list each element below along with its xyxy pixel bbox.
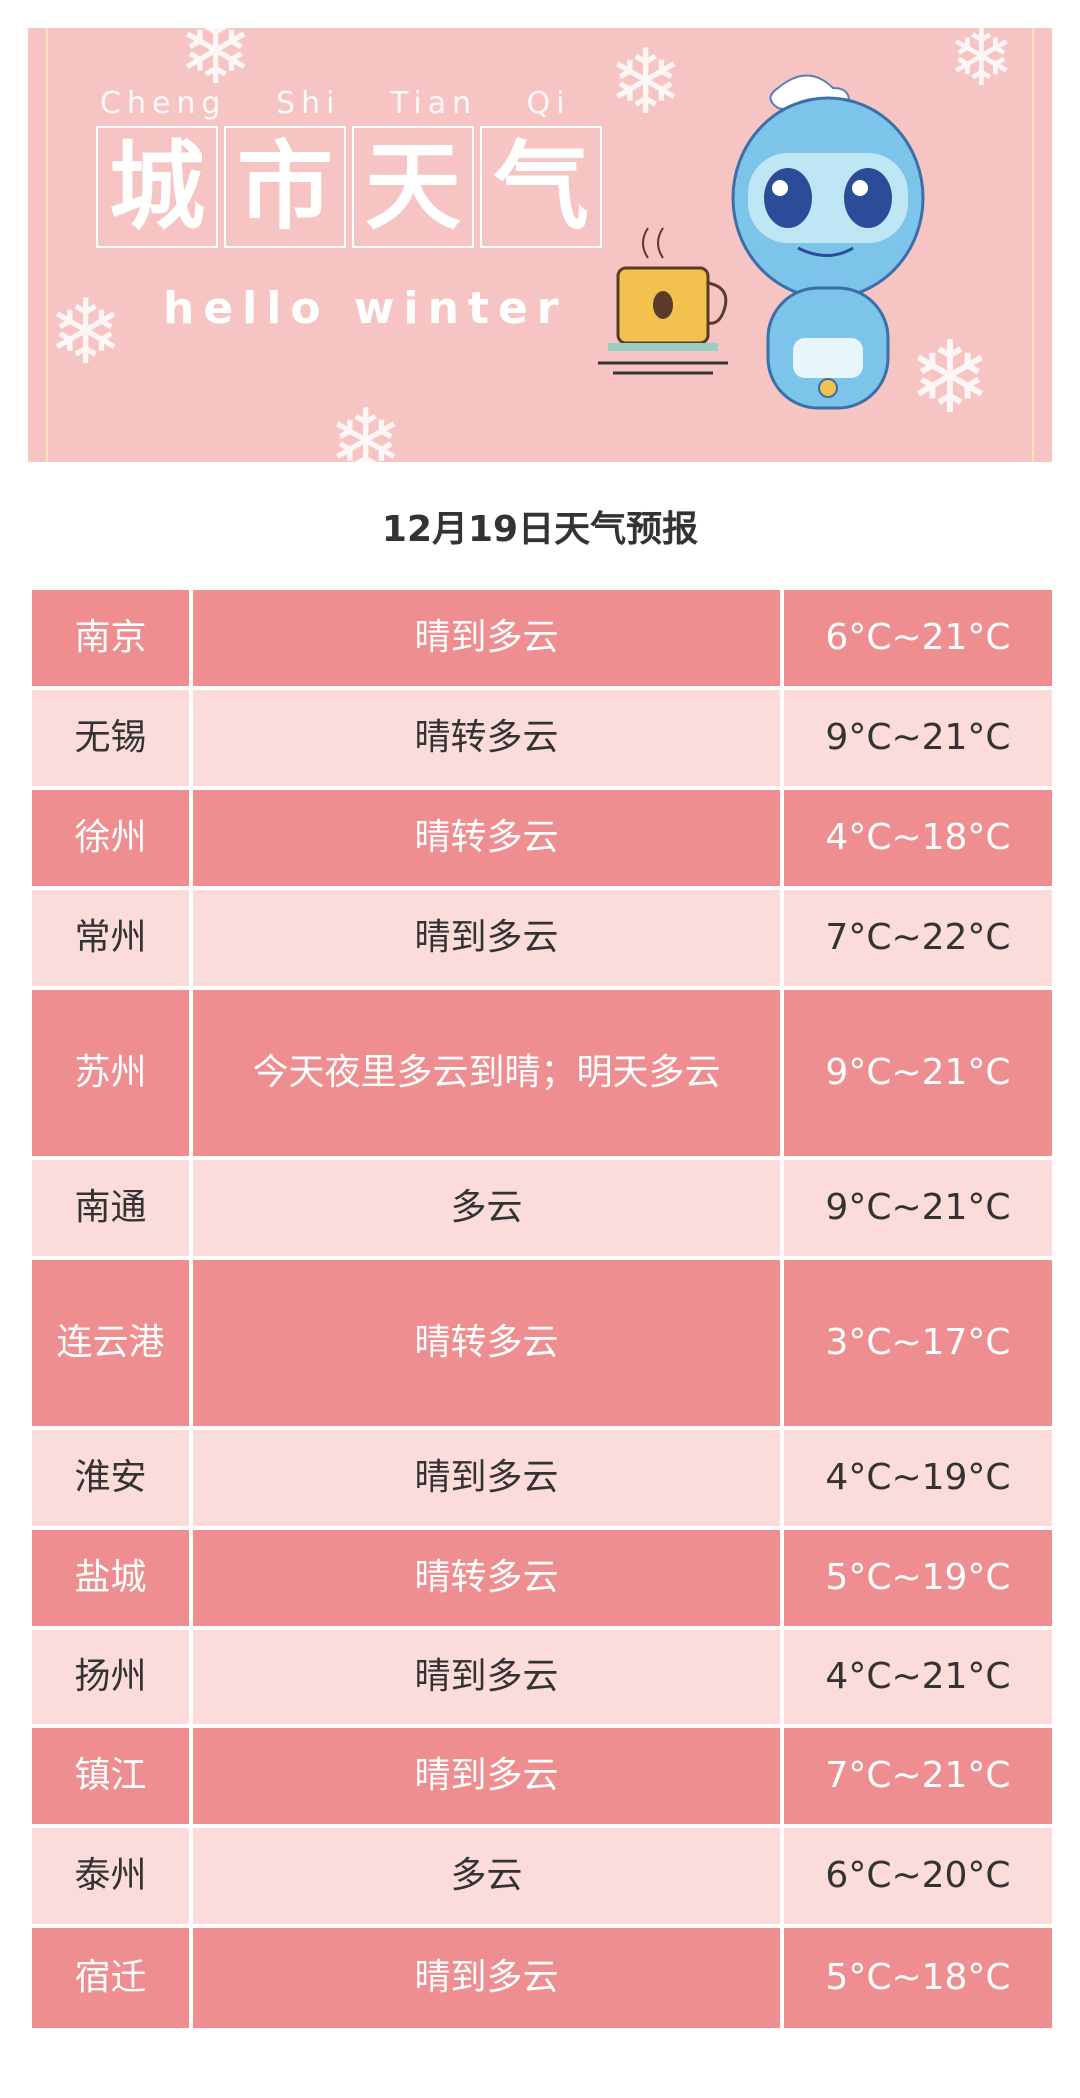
temperature-cell: 7°C~21°C [784, 1728, 1052, 1824]
table-row: 盐城 晴转多云 5°C~19°C [32, 1530, 1052, 1626]
temperature-cell: 9°C~21°C [784, 690, 1052, 786]
city-cell: 连云港 [32, 1260, 189, 1426]
city-cell: 苏州 [32, 990, 189, 1156]
border-line [46, 28, 48, 462]
temperature-cell: 5°C~18°C [784, 1928, 1052, 2028]
city-cell: 南通 [32, 1160, 189, 1256]
weather-cell: 晴到多云 [193, 1728, 780, 1824]
temperature-cell: 7°C~22°C [784, 890, 1052, 986]
city-cell: 淮安 [32, 1430, 189, 1526]
pinyin: Tian [389, 86, 478, 121]
pinyin: Cheng [100, 86, 227, 121]
page-title: 12月19日天气预报 [381, 509, 699, 550]
header-banner: ❄ ❄ ❄ ❄ ❄ ❄ Cheng Shi Tian Qi 城 市 天 气 he… [28, 28, 1052, 462]
pinyin: Qi [526, 86, 571, 121]
title-char: 城 [96, 126, 218, 248]
temperature-cell: 6°C~21°C [784, 590, 1052, 686]
robot-mascot [731, 74, 925, 410]
banner-subtitle: hello winter [163, 283, 568, 334]
coffee-cup-icon [598, 227, 728, 375]
city-cell: 扬州 [32, 1630, 189, 1724]
weather-cell: 晴到多云 [193, 890, 780, 986]
weather-table: 南京 晴到多云 6°C~21°C 无锡 晴转多云 9°C~21°C 徐州 晴转多云 4°C~18… [32, 590, 1052, 2032]
table-row: 苏州 今天夜里多云到晴；明天多云 9°C~21°C [32, 990, 1052, 1156]
city-cell: 盐城 [32, 1530, 189, 1626]
city-cell: 泰州 [32, 1828, 189, 1924]
snowflake-icon: ❄ [328, 390, 404, 463]
table-row: 南京 晴到多云 6°C~21°C [32, 590, 1052, 686]
weather-cell: 晴转多云 [193, 790, 780, 886]
table-row: 无锡 晴转多云 9°C~21°C [32, 690, 1052, 786]
weather-cell: 晴到多云 [193, 1430, 780, 1526]
city-cell: 徐州 [32, 790, 189, 886]
temperature-cell: 4°C~18°C [784, 790, 1052, 886]
city-cell: 南京 [32, 590, 189, 686]
temperature-cell: 9°C~21°C [784, 990, 1052, 1156]
table-row: 连云港 晴转多云 3°C~17°C [32, 1260, 1052, 1426]
weather-cell: 晴转多云 [193, 1260, 780, 1426]
table-row: 常州 晴到多云 7°C~22°C [32, 890, 1052, 986]
city-cell: 宿迁 [32, 1928, 189, 2028]
table-row: 徐州 晴转多云 4°C~18°C [32, 790, 1052, 886]
snowflake-icon: ❄ [608, 30, 684, 135]
snowflake-icon: ❄ [178, 28, 254, 105]
weather-cell: 晴到多云 [193, 1928, 780, 2028]
table-row: 泰州 多云 6°C~20°C [32, 1828, 1052, 1924]
table-row: 南通 多云 9°C~21°C [32, 1160, 1052, 1256]
border-line [1032, 28, 1034, 462]
temperature-cell: 9°C~21°C [784, 1160, 1052, 1256]
title-char: 气 [480, 126, 602, 248]
title-char: 市 [224, 126, 346, 248]
city-cell: 镇江 [32, 1728, 189, 1824]
table-row: 扬州 晴到多云 4°C~21°C [32, 1630, 1052, 1724]
weather-cell: 晴到多云 [193, 1630, 780, 1724]
pinyin-row: Cheng Shi Tian Qi [100, 86, 571, 121]
title-char: 天 [352, 126, 474, 248]
weather-cell: 多云 [193, 1160, 780, 1256]
mascot-illustration [598, 74, 925, 410]
table-row: 宿迁 晴到多云 5°C~18°C [32, 1928, 1052, 2028]
weather-cell: 今天夜里多云到晴；明天多云 [193, 990, 780, 1156]
weather-cell: 晴转多云 [193, 690, 780, 786]
weather-cell: 晴转多云 [193, 1530, 780, 1626]
temperature-cell: 6°C~20°C [784, 1828, 1052, 1924]
temperature-cell: 4°C~21°C [784, 1630, 1052, 1724]
weather-cell: 多云 [193, 1828, 780, 1924]
temperature-cell: 4°C~19°C [784, 1430, 1052, 1526]
table-row: 淮安 晴到多云 4°C~19°C [32, 1430, 1052, 1526]
snowflake-icon: ❄ [948, 28, 1016, 104]
city-cell: 无锡 [32, 690, 189, 786]
temperature-cell: 3°C~17°C [784, 1260, 1052, 1426]
snowflake-icon: ❄ [48, 280, 124, 385]
pinyin: Shi [276, 86, 341, 121]
snowflake-icon: ❄ [908, 319, 992, 436]
weather-cell: 晴到多云 [193, 590, 780, 686]
temperature-cell: 5°C~19°C [784, 1530, 1052, 1626]
banner-title: 城 市 天 气 [96, 126, 602, 248]
city-cell: 常州 [32, 890, 189, 986]
table-row: 镇江 晴到多云 7°C~21°C [32, 1728, 1052, 1824]
